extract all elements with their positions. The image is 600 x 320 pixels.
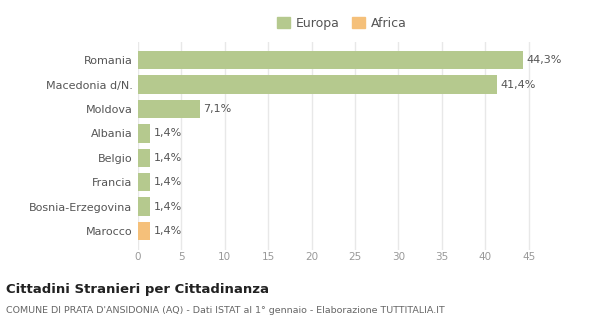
Text: 1,4%: 1,4% — [154, 128, 182, 139]
Text: 1,4%: 1,4% — [154, 153, 182, 163]
Legend: Europa, Africa: Europa, Africa — [275, 15, 409, 33]
Text: 1,4%: 1,4% — [154, 226, 182, 236]
Text: Cittadini Stranieri per Cittadinanza: Cittadini Stranieri per Cittadinanza — [6, 283, 269, 296]
Bar — [138, 124, 150, 142]
Bar — [138, 197, 150, 216]
Bar — [138, 100, 200, 118]
Text: 41,4%: 41,4% — [501, 80, 536, 90]
Text: COMUNE DI PRATA D'ANSIDONIA (AQ) - Dati ISTAT al 1° gennaio - Elaborazione TUTTI: COMUNE DI PRATA D'ANSIDONIA (AQ) - Dati … — [6, 306, 445, 315]
Text: 44,3%: 44,3% — [526, 55, 562, 65]
Bar — [138, 222, 150, 240]
Text: 1,4%: 1,4% — [154, 177, 182, 187]
Bar — [138, 51, 523, 69]
Text: 1,4%: 1,4% — [154, 202, 182, 212]
Text: 7,1%: 7,1% — [203, 104, 232, 114]
Bar — [138, 173, 150, 191]
Bar — [138, 76, 497, 94]
Bar — [138, 149, 150, 167]
